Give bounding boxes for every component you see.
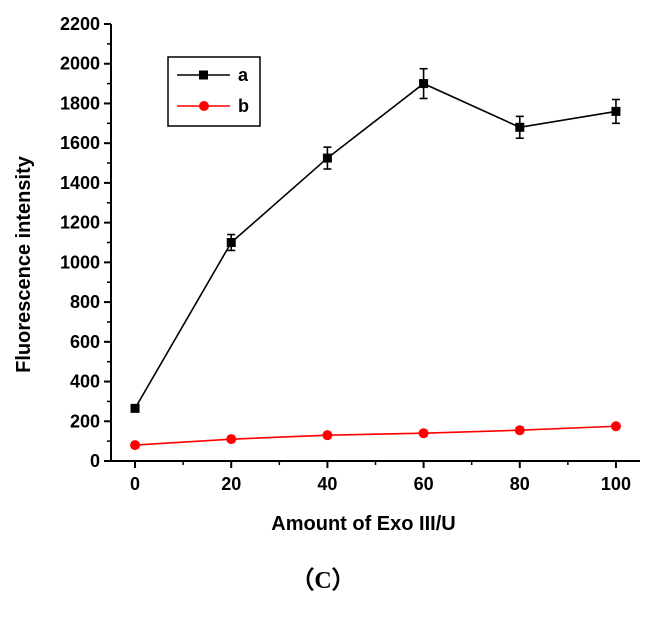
x-tick-label: 100 — [601, 474, 631, 494]
y-tick-label: 0 — [90, 451, 100, 471]
series-line — [134, 82, 617, 409]
series-b — [130, 421, 621, 451]
x-tick-label: 20 — [221, 474, 241, 494]
data-point — [418, 428, 429, 439]
legend-label: b — [238, 96, 249, 116]
legend-marker — [199, 101, 209, 111]
legend-item-a: a — [177, 65, 249, 85]
y-axis-title: Fluorescence intensity — [13, 155, 35, 373]
y-tick-label: 1400 — [60, 173, 100, 193]
data-point — [515, 122, 525, 132]
y-axis: 0 200 400 600 800 1000 1200 1400 1600 1800 2000 220… — [60, 14, 112, 471]
plot-area — [130, 67, 621, 451]
x-axis-title: Amount of Exo III/U — [271, 513, 455, 535]
y-tick-label: 1000 — [60, 252, 100, 272]
data-point — [610, 421, 621, 432]
data-point — [226, 434, 237, 445]
y-tick-label: 600 — [70, 332, 100, 352]
y-tick-label: 2200 — [60, 14, 100, 34]
data-point — [226, 238, 236, 247]
legend: ab — [167, 56, 261, 127]
y-tick-label: 800 — [70, 292, 100, 312]
legend-marker — [199, 70, 208, 80]
data-point — [322, 430, 333, 441]
series-a — [130, 67, 621, 413]
legend-label: a — [238, 65, 249, 85]
x-tick-label: 0 — [130, 474, 140, 494]
figure-caption: （C） — [290, 568, 356, 594]
x-axis: 0 20 40 60 80 100 — [111, 460, 640, 494]
data-point — [611, 106, 621, 116]
x-tick-label: 40 — [317, 474, 337, 494]
y-tick-label: 2000 — [60, 54, 100, 74]
y-tick-label: 400 — [70, 372, 100, 392]
x-tick-label: 80 — [510, 474, 530, 494]
y-tick-label: 1200 — [60, 213, 100, 233]
data-point — [514, 425, 525, 436]
chart: 0200400600800100012001400160018002000220… — [13, 14, 640, 535]
y-tick-label: 200 — [70, 411, 100, 431]
data-point — [130, 403, 140, 413]
data-point — [419, 79, 429, 89]
y-tick-label: 1600 — [60, 133, 100, 153]
legend-item-b: b — [177, 96, 249, 116]
data-point — [130, 440, 141, 451]
series-line — [134, 425, 616, 446]
data-point — [322, 153, 332, 163]
y-tick-label: 1800 — [60, 93, 100, 113]
x-tick-label: 60 — [414, 474, 434, 494]
